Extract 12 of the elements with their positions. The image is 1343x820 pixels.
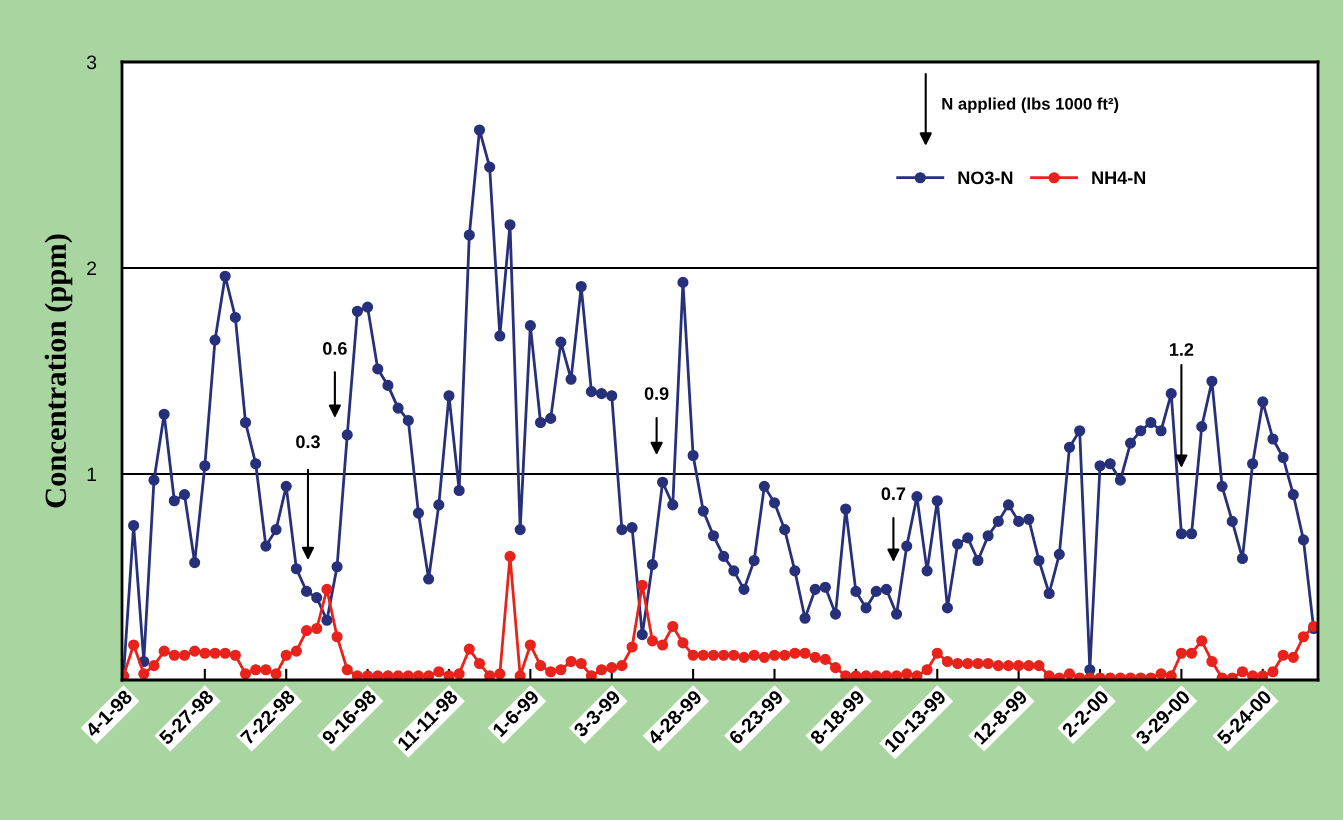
annotation: 0.6 [323,342,347,355]
legend-label: NO3-N [958,171,1013,185]
y-tick-label: 3 [86,55,97,70]
y-tick-label: 2 [87,261,97,276]
annotation: 1.2 [1169,343,1194,356]
legend-label: NH4-N [1092,171,1146,185]
annotation: 0.3 [296,435,320,449]
y-axis-title: Concentration (ppm) [44,234,73,508]
annotation: 0.9 [644,387,669,400]
y-tick-label: 1 [87,467,97,482]
annotation: N applied (lbs 1000 ft²) [942,97,1119,114]
annotation: 0.7 [881,487,906,501]
